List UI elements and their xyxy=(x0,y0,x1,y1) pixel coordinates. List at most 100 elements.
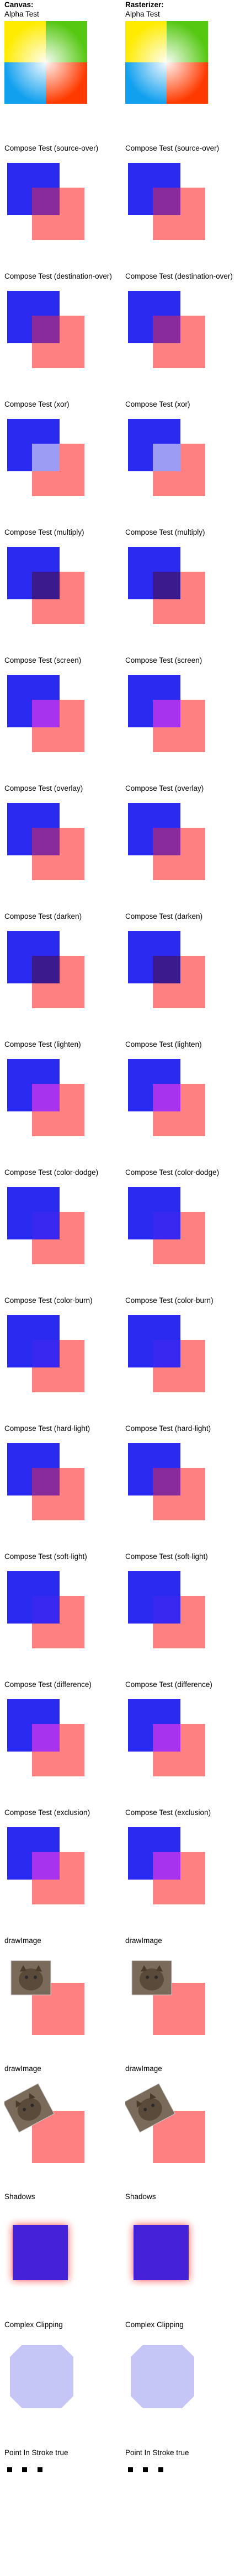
compose-test-canvas xyxy=(125,803,208,886)
draw-image-canvas xyxy=(125,2083,208,2166)
point-in-stroke-figure xyxy=(128,2467,163,2472)
compose-test-color-burn: Compose Test (color-burn) xyxy=(125,1296,236,1424)
compose-test-canvas xyxy=(125,1059,208,1142)
compose-test-destination-over: Compose Test (destination-over) xyxy=(125,272,236,400)
point-in-stroke-figure xyxy=(7,2467,42,2472)
alpha-test-figure xyxy=(4,21,87,104)
compose-test-canvas xyxy=(4,1315,87,1398)
compose-test-canvas xyxy=(125,1699,208,1782)
draw-image-figure xyxy=(4,2083,84,2163)
overlap-region xyxy=(153,956,180,983)
compose-test-title: Compose Test (multiply) xyxy=(125,528,205,536)
compose-test-difference: Compose Test (difference) xyxy=(125,1680,236,1808)
draw-image-canvas xyxy=(4,1955,87,2038)
clipping-title: Complex Clipping xyxy=(125,2320,184,2329)
shadows-canvas xyxy=(125,2211,208,2294)
overlap-region xyxy=(153,188,180,215)
overlap-region xyxy=(32,1596,60,1624)
compose-figure xyxy=(7,163,84,240)
draw-image-test-rotated: drawImage xyxy=(4,2064,115,2192)
compose-figure xyxy=(7,1571,84,1648)
shadows-title: Shadows xyxy=(125,2192,156,2201)
shadows-test: Shadows xyxy=(4,2192,115,2320)
compose-test-darken: Compose Test (darken) xyxy=(4,912,115,1040)
compose-test-hard-light: Compose Test (hard-light) xyxy=(125,1424,236,1552)
compose-test-title: Compose Test (color-burn) xyxy=(125,1296,214,1305)
compose-test-title: Compose Test (lighten) xyxy=(125,1040,202,1049)
compose-test-title: Compose Test (destination-over) xyxy=(4,272,112,280)
compose-figure xyxy=(128,1443,205,1520)
overlap-region xyxy=(32,188,60,215)
compose-figure xyxy=(128,1827,205,1904)
compose-figure xyxy=(128,1059,205,1136)
shadows-title: Shadows xyxy=(4,2192,35,2201)
overlap-region xyxy=(32,1468,60,1495)
compose-test-canvas xyxy=(125,163,208,246)
compose-test-canvas xyxy=(4,1827,87,1910)
compose-test-screen: Compose Test (screen) xyxy=(125,656,236,784)
compose-figure xyxy=(128,931,205,1008)
compose-figure xyxy=(7,291,84,368)
compose-test-title: Compose Test (source-over) xyxy=(4,144,99,152)
compose-test-overlay: Compose Test (overlay) xyxy=(4,784,115,912)
stroke-point-marker xyxy=(7,2467,12,2472)
alpha-test-figure xyxy=(125,21,208,104)
draw-image-title: drawImage xyxy=(4,1936,41,1945)
shadowed-square xyxy=(13,2225,68,2280)
compose-test-canvas xyxy=(4,931,87,1014)
overlap-region xyxy=(32,444,60,471)
compose-figure xyxy=(128,675,205,752)
compose-test-darken: Compose Test (darken) xyxy=(125,912,236,1040)
overlap-region xyxy=(32,316,60,343)
compose-test-canvas xyxy=(125,931,208,1014)
shadow-figure xyxy=(134,2225,189,2280)
compose-test-canvas xyxy=(4,675,87,758)
compose-test-source-over: Compose Test (source-over) xyxy=(125,143,236,272)
clipping-test: Complex Clipping xyxy=(125,2320,236,2448)
overlap-region xyxy=(32,572,60,599)
cat-photo xyxy=(131,1960,172,1995)
compose-figure xyxy=(7,1443,84,1520)
alpha-test-canvas xyxy=(4,21,87,104)
overlap-region xyxy=(32,1084,60,1111)
compose-test-destination-over: Compose Test (destination-over) xyxy=(4,272,115,400)
compose-test-xor: Compose Test (xor) xyxy=(4,400,115,528)
compose-test-title: Compose Test (hard-light) xyxy=(4,1424,90,1433)
compose-test-lighten: Compose Test (lighten) xyxy=(125,1040,236,1168)
draw-image-canvas xyxy=(125,1955,208,2038)
compose-test-canvas xyxy=(125,419,208,502)
compose-test-canvas xyxy=(125,291,208,374)
overlap-region xyxy=(153,828,180,855)
overlap-region xyxy=(32,1852,60,1880)
compose-figure xyxy=(7,1059,84,1136)
compose-test-title: Compose Test (darken) xyxy=(4,912,82,920)
overlap-region xyxy=(153,572,180,599)
compose-test-exclusion: Compose Test (exclusion) xyxy=(4,1808,115,1936)
stroke-point-marker xyxy=(128,2467,133,2472)
clipping-title: Complex Clipping xyxy=(4,2320,63,2329)
point-in-stroke-title: Point In Stroke true xyxy=(4,2449,68,2457)
compose-test-canvas xyxy=(4,1443,87,1526)
clipped-octagon xyxy=(10,2345,73,2408)
overlap-region xyxy=(153,1340,180,1367)
compose-test-title: Compose Test (source-over) xyxy=(125,144,220,152)
point-in-stroke-test: Point In Stroke true xyxy=(125,2448,236,2576)
compose-test-xor: Compose Test (xor) xyxy=(125,400,236,528)
overlap-region xyxy=(153,1852,180,1880)
compose-test-screen: Compose Test (screen) xyxy=(4,656,115,784)
compose-figure xyxy=(7,931,84,1008)
compose-figure xyxy=(7,547,84,624)
draw-image-figure xyxy=(131,1960,205,2035)
alpha-test xyxy=(4,21,115,143)
alpha-gradient-overlay xyxy=(4,21,87,104)
clipping-test: Complex Clipping xyxy=(4,2320,115,2448)
shadows-test: Shadows xyxy=(125,2192,236,2320)
compose-test-title: Compose Test (overlay) xyxy=(4,784,83,792)
compose-test-title: Compose Test (difference) xyxy=(125,1680,212,1689)
overlap-region xyxy=(153,1724,180,1752)
draw-image-test-straight: drawImage xyxy=(125,1936,236,2064)
compose-test-multiply: Compose Test (multiply) xyxy=(125,528,236,656)
compose-figure xyxy=(128,547,205,624)
overlap-region xyxy=(32,1340,60,1367)
compose-test-overlay: Compose Test (overlay) xyxy=(125,784,236,912)
